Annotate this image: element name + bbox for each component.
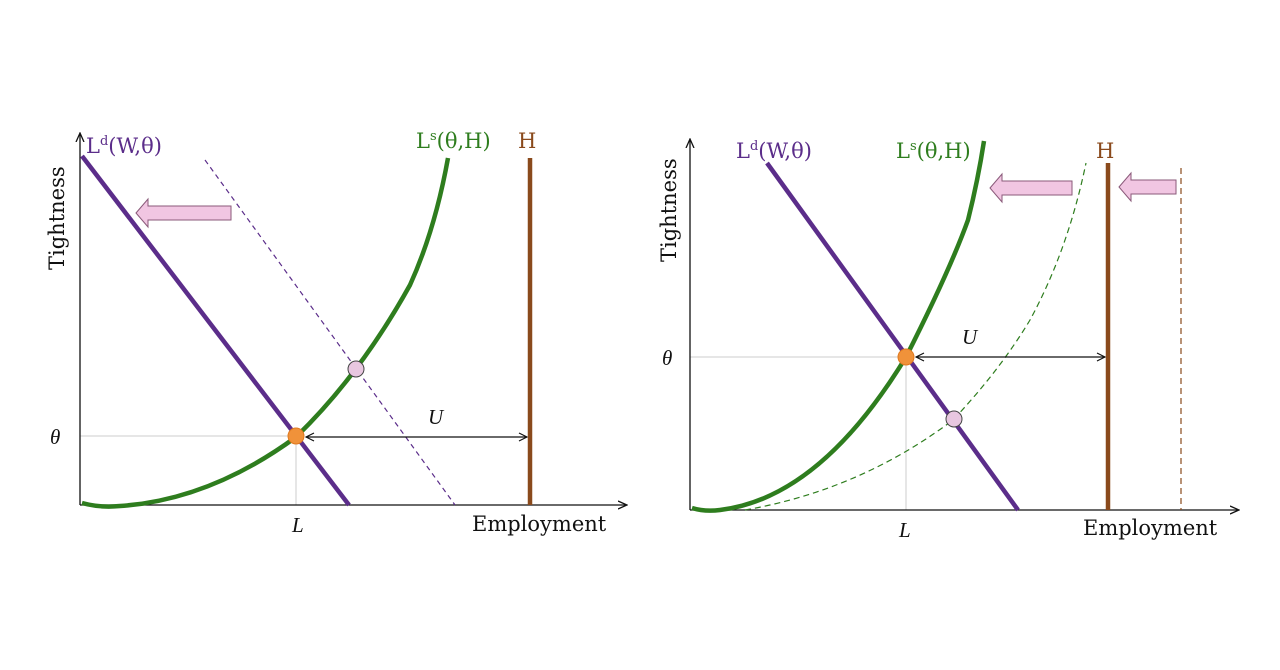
right-supply-shift-arrow-icon bbox=[989, 172, 1073, 204]
left-u-label: U bbox=[428, 405, 445, 429]
left-panel: Ld(W,θ) Ls(θ,H) H Tightness Employment θ… bbox=[45, 129, 626, 537]
left-old-demand-dashed-line bbox=[204, 159, 456, 506]
left-shift-arrow-icon bbox=[135, 197, 232, 229]
right-labor-force-shift-arrow-icon bbox=[1118, 171, 1177, 203]
left-theta-label: θ bbox=[50, 425, 60, 449]
left-old-equilibrium-point bbox=[347, 360, 365, 378]
left-supply-label: Ls(θ,H) bbox=[416, 129, 491, 153]
right-l-label: L bbox=[898, 518, 911, 542]
right-x-axis-label: Employment bbox=[1083, 516, 1218, 540]
left-equilibrium-point bbox=[287, 427, 305, 445]
right-supply-curve bbox=[691, 140, 987, 513]
left-y-axis-label: Tightness bbox=[45, 166, 69, 270]
right-old-equilibrium-point bbox=[945, 410, 963, 428]
right-equilibrium-point bbox=[897, 348, 915, 366]
left-labor-force-label: H bbox=[518, 129, 536, 153]
right-demand-label: Ld(W,θ) bbox=[736, 139, 812, 163]
right-demand-curve bbox=[765, 161, 1020, 512]
left-x-axis-label: Employment bbox=[472, 512, 607, 536]
left-demand-label: Ld(W,θ) bbox=[86, 134, 162, 158]
left-l-label: L bbox=[291, 513, 304, 537]
right-y-axis-label: Tightness bbox=[657, 158, 681, 262]
right-supply-label: Ls(θ,H) bbox=[896, 139, 971, 163]
right-u-label: U bbox=[962, 325, 979, 349]
right-panel: Ld(W,θ) Ls(θ,H) H Tightness Employment θ… bbox=[657, 139, 1238, 542]
right-labor-force-label: H bbox=[1096, 139, 1114, 163]
left-demand-curve bbox=[80, 154, 351, 507]
right-old-supply-dashed-curve bbox=[744, 162, 1087, 511]
left-supply-curve bbox=[81, 157, 451, 509]
right-theta-label: θ bbox=[662, 346, 672, 370]
